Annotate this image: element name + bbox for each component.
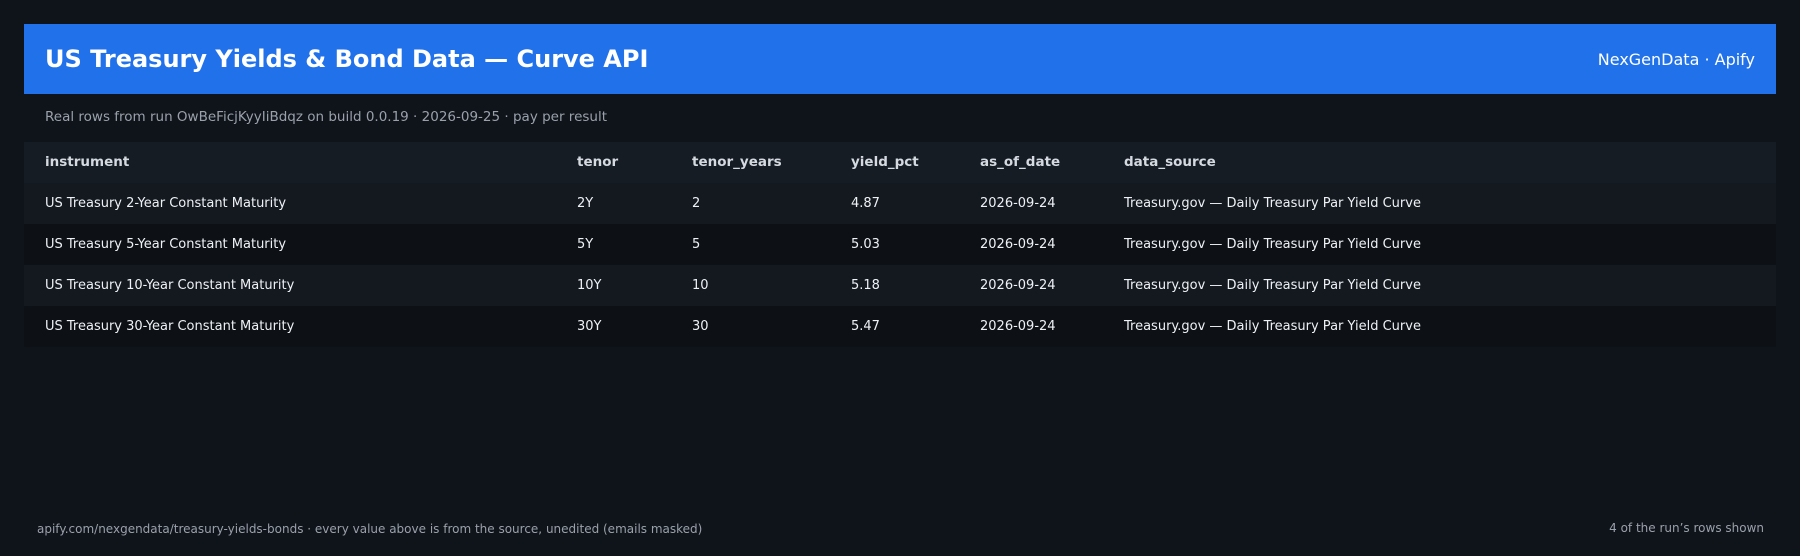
cell-tenor: 2Y: [577, 196, 594, 211]
footer-source-note: apify.com/nexgendata/treasury-yields-bon…: [37, 522, 703, 536]
table-header-row: instrument tenor tenor_years yield_pct a…: [24, 142, 1776, 183]
cell-instrument: US Treasury 2-Year Constant Maturity: [45, 196, 287, 211]
table-row: US Treasury 2-Year Constant Maturity 2Y …: [24, 183, 1776, 224]
cell-instrument: US Treasury 30-Year Constant Maturity: [45, 319, 295, 334]
cell-tenor: 5Y: [577, 237, 594, 252]
column-header-data-source: data_source: [1124, 154, 1216, 170]
cell-data-source: Treasury.gov — Daily Treasury Par Yield …: [1124, 319, 1421, 334]
cell-instrument: US Treasury 5-Year Constant Maturity: [45, 237, 287, 252]
cell-as-of-date: 2026-09-24: [980, 319, 1056, 334]
run-info-subtitle: Real rows from run OwBeFicjKyyIiBdqz on …: [45, 109, 608, 125]
column-header-as-of-date: as_of_date: [980, 154, 1061, 170]
cell-tenor-years: 5: [692, 237, 701, 252]
cell-data-source: Treasury.gov — Daily Treasury Par Yield …: [1124, 278, 1421, 293]
cell-yield-pct: 5.47: [851, 319, 880, 334]
column-header-instrument: instrument: [45, 154, 130, 170]
cell-tenor-years: 10: [692, 278, 709, 293]
page-title: US Treasury Yields & Bond Data — Curve A…: [45, 45, 649, 73]
table-row: US Treasury 5-Year Constant Maturity 5Y …: [24, 224, 1776, 265]
brand-label: NexGenData · Apify: [1597, 49, 1755, 69]
cell-data-source: Treasury.gov — Daily Treasury Par Yield …: [1124, 237, 1421, 252]
cell-tenor-years: 30: [692, 319, 709, 334]
cell-as-of-date: 2026-09-24: [980, 196, 1056, 211]
cell-yield-pct: 4.87: [851, 196, 880, 211]
cell-as-of-date: 2026-09-24: [980, 237, 1056, 252]
cell-yield-pct: 5.03: [851, 237, 880, 252]
cell-instrument: US Treasury 10-Year Constant Maturity: [45, 278, 295, 293]
column-header-tenor: tenor: [577, 154, 619, 170]
footer-row-count: 4 of the run’s rows shown: [1609, 521, 1764, 535]
cell-yield-pct: 5.18: [851, 278, 880, 293]
cell-tenor-years: 2: [692, 196, 701, 211]
column-header-tenor-years: tenor_years: [692, 154, 782, 170]
cell-tenor: 10Y: [577, 278, 602, 293]
cell-as-of-date: 2026-09-24: [980, 278, 1056, 293]
results-table: instrument tenor tenor_years yield_pct a…: [24, 142, 1776, 347]
cell-data-source: Treasury.gov — Daily Treasury Par Yield …: [1124, 196, 1421, 211]
cell-tenor: 30Y: [577, 319, 602, 334]
header-bar: US Treasury Yields & Bond Data — Curve A…: [24, 24, 1776, 94]
column-header-yield-pct: yield_pct: [851, 154, 919, 170]
table-row: US Treasury 30-Year Constant Maturity 30…: [24, 306, 1776, 347]
table-row: US Treasury 10-Year Constant Maturity 10…: [24, 265, 1776, 306]
